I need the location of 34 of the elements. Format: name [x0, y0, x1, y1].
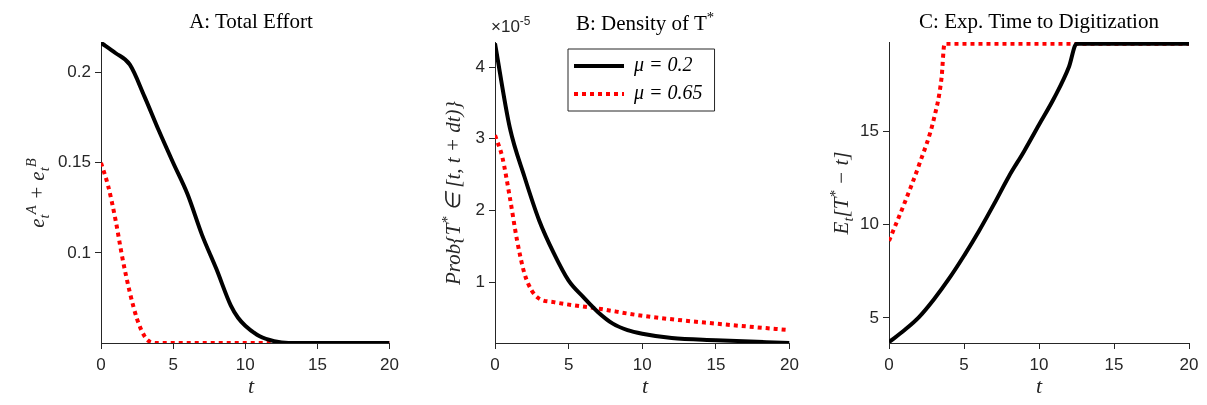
- x-tick-label: 5: [168, 354, 178, 374]
- x-tick-label: 10: [632, 354, 652, 374]
- y-tick-label: 4: [475, 56, 485, 76]
- y-tick-label: 1: [475, 271, 485, 291]
- legend-label: μ = 0.65: [633, 81, 703, 105]
- legend-label: μ = 0.2: [633, 53, 693, 77]
- x-tick-label: 0: [884, 354, 894, 374]
- chart-title: B: Density of T$^{*}$: [575, 9, 715, 36]
- y-tick-label: 0.2: [67, 62, 91, 82]
- y-tick-label: 0.15: [57, 152, 91, 172]
- x-tick-label: 10: [1029, 354, 1049, 374]
- x-tick-label: 20: [1179, 354, 1199, 374]
- x-tick-label: 0: [490, 354, 500, 374]
- x-tick-label: 15: [706, 354, 726, 374]
- y-tick-label: 2: [475, 200, 485, 220]
- x-tick-label: 20: [380, 354, 400, 374]
- chart-title: C: Exp. Time to Digitization: [919, 9, 1159, 34]
- y-tick-label: 5: [869, 307, 879, 327]
- text: ×10$^{-5}$: [491, 14, 531, 37]
- y-tick-label: 0.1: [67, 242, 91, 262]
- y-tick-label: 10: [860, 214, 879, 234]
- y-tick-label: 3: [475, 128, 485, 148]
- x-tick-label: 10: [235, 354, 255, 374]
- x-axis-title: t: [641, 373, 649, 399]
- x-axis-title: t: [247, 373, 255, 399]
- x-tick-label: 15: [307, 354, 327, 374]
- x-tick-label: 20: [780, 354, 800, 374]
- x-tick-label: 5: [959, 354, 969, 374]
- x-tick-label: 0: [96, 354, 106, 374]
- x-tick-label: 15: [1104, 354, 1124, 374]
- y-tick-label: 15: [860, 121, 879, 141]
- x-tick-label: 5: [563, 354, 574, 374]
- x-axis-title: t: [1035, 373, 1043, 399]
- chart-title: A: Total Effort: [189, 9, 313, 34]
